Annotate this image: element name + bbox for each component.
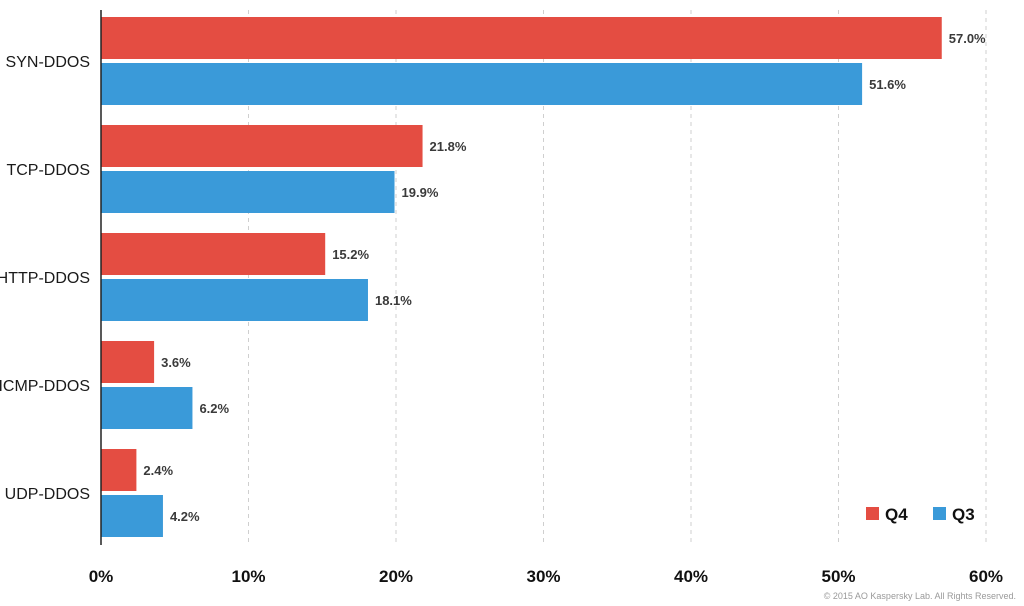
- data-label: 15.2%: [332, 247, 369, 262]
- bar-q4: [101, 17, 942, 59]
- bars: 57.0% 51.6% 21.8% 19.9% 15.2% 18.1% 3.6% 6.2% 2.…: [101, 17, 986, 537]
- category-label: ICMP-DDOS: [0, 378, 90, 395]
- legend-label-q3: Q3: [952, 505, 975, 524]
- bar-q3: [101, 387, 193, 429]
- category-label: HTTP-DDOS: [0, 270, 90, 287]
- bar-q4: [101, 233, 326, 275]
- x-tick-label: 60%: [969, 567, 1003, 586]
- bar-q4: [101, 125, 423, 167]
- data-label: 2.4%: [143, 463, 173, 478]
- category-labels: SYN-DDOS TCP-DDOS HTTP-DDOS ICMP-DDOS UDP-DD…: [0, 54, 90, 503]
- data-label: 21.8%: [430, 139, 467, 154]
- x-axis-ticks: 0% 10% 20% 30% 40% 50% 60%: [89, 567, 1003, 586]
- category-label: TCP-DDOS: [6, 162, 90, 179]
- x-tick-label: 40%: [674, 567, 708, 586]
- copyright-text: © 2015 AO Kaspersky Lab. All Rights Rese…: [824, 591, 1016, 601]
- bar-q3: [101, 171, 395, 213]
- bar-q3: [101, 279, 368, 321]
- legend-label-q4: Q4: [885, 505, 908, 524]
- bar-q3: [101, 63, 863, 105]
- x-tick-label: 10%: [231, 567, 265, 586]
- data-label: 4.2%: [170, 509, 200, 524]
- x-tick-label: 0%: [89, 567, 114, 586]
- legend-swatch-q4: [866, 507, 879, 520]
- category-label: UDP-DDOS: [5, 486, 90, 503]
- x-tick-label: 20%: [379, 567, 413, 586]
- legend: Q4 Q3: [866, 505, 975, 524]
- data-label: 19.9%: [402, 185, 439, 200]
- x-tick-label: 50%: [821, 567, 855, 586]
- data-label: 51.6%: [869, 77, 906, 92]
- category-label: SYN-DDOS: [6, 54, 90, 71]
- bar-q4: [101, 341, 155, 383]
- data-label: 57.0%: [949, 31, 986, 46]
- bar-q4: [101, 449, 137, 491]
- bar-q3: [101, 495, 163, 537]
- x-tick-label: 30%: [526, 567, 560, 586]
- data-label: 6.2%: [199, 401, 229, 416]
- data-label: 18.1%: [375, 293, 412, 308]
- legend-swatch-q3: [933, 507, 946, 520]
- data-label: 3.6%: [161, 355, 191, 370]
